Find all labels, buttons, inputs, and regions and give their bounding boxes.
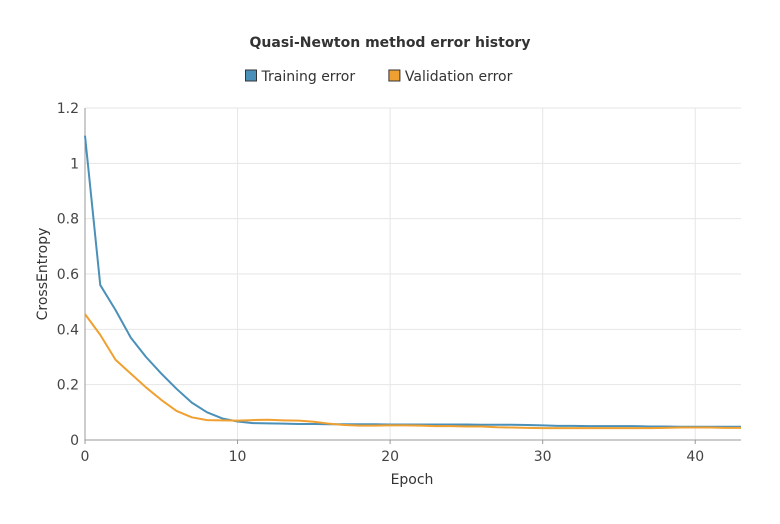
legend-swatch <box>388 69 401 82</box>
legend-item-validation-error[interactable]: Validation error <box>388 69 513 85</box>
series-line-training-error[interactable] <box>84 135 741 428</box>
axes: 0 0.2 0.4 0.6 0.8 1 1.2 0 10 20 30 40 <box>57 101 741 465</box>
legend-label: Validation error <box>405 69 513 85</box>
legend[interactable]: Training error Validation error <box>245 69 513 85</box>
legend-item-training-error[interactable]: Training error <box>245 69 356 85</box>
series-line-validation-error[interactable] <box>84 313 741 430</box>
y-tick-label: 1 <box>70 156 79 172</box>
y-tick-label: 0.4 <box>57 322 79 338</box>
x-tick-label: 20 <box>381 449 399 465</box>
y-tick-label: 0.6 <box>57 267 79 283</box>
y-axis-label: CrossEntropy <box>35 228 51 321</box>
y-tick-label: 1.2 <box>57 101 79 117</box>
legend-label: Training error <box>261 69 356 85</box>
y-tick-label: 0.2 <box>57 378 79 394</box>
series-layer <box>84 135 741 430</box>
x-tick-label: 30 <box>534 449 552 465</box>
y-tick-label: 0 <box>70 433 79 449</box>
y-tick-label: 0.8 <box>57 212 79 228</box>
x-tick-label: 0 <box>81 449 90 465</box>
grid <box>85 107 741 440</box>
legend-swatch <box>245 69 257 82</box>
x-tick-label: 40 <box>686 449 704 465</box>
chart-title: Quasi-Newton method error history <box>250 35 531 51</box>
x-axis-label: Epoch <box>391 472 434 488</box>
x-tick-label: 10 <box>229 449 247 465</box>
